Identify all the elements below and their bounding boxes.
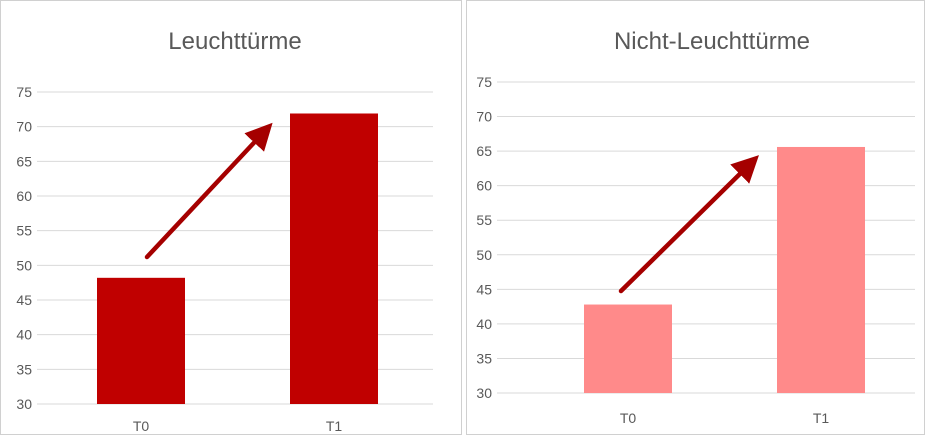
y-tick-label: 65: [16, 153, 32, 169]
x-tick-label: T1: [813, 410, 830, 426]
x-tick-label: T0: [620, 410, 637, 426]
bar-t1: [290, 113, 378, 404]
chart-leuchttuerme: Leuchttürme 30 35 40 45 50 55 60 65 70 75 T0 T1: [16, 28, 433, 434]
y-tick-label: 50: [476, 247, 492, 263]
chart-nicht-leuchttuerme: Nicht-Leuchttürme 30 35 40 45 50 55 60 65 70 75 T0…: [476, 28, 915, 426]
y-tick-label: 35: [16, 361, 32, 377]
y-tick-label: 40: [476, 316, 492, 332]
trend-arrow: [144, 122, 273, 260]
x-tick-label: T1: [326, 418, 343, 434]
chart-panel-leuchttuerme: Leuchttürme 30 35 40 45 50 55 60 65 70 75 T0 T1: [0, 0, 462, 435]
y-tick-label: 30: [16, 396, 32, 412]
y-tick-label: 35: [476, 350, 492, 366]
y-tick-label: 30: [476, 385, 492, 401]
y-tick-label: 60: [16, 188, 32, 204]
y-tick-label: 45: [16, 292, 32, 308]
x-tick-label: T0: [133, 418, 150, 434]
y-tick-label: 40: [16, 327, 32, 343]
y-tick-label: 50: [16, 257, 32, 273]
chart-title: Leuchttürme: [168, 28, 301, 55]
y-tick-label: 70: [476, 109, 492, 125]
y-tick-label: 60: [476, 178, 492, 194]
bar-t0: [584, 304, 672, 393]
bar-t0: [97, 277, 185, 404]
chart-title: Nicht-Leuchttürme: [614, 28, 810, 55]
y-tick-label: 65: [476, 143, 492, 159]
y-tick-label: 75: [16, 84, 32, 100]
y-tick-label: 55: [16, 223, 32, 239]
y-tick-label: 45: [476, 281, 492, 297]
y-tick-label: 70: [16, 119, 32, 135]
bar-t1: [777, 146, 865, 393]
y-tick-label: 55: [476, 212, 492, 228]
y-tick-label: 75: [476, 74, 492, 90]
chart-panel-nicht-leuchttuerme: Nicht-Leuchttürme 30 35 40 45 50 55 60 65 70 75 T0…: [466, 0, 925, 435]
trend-arrow: [618, 155, 759, 294]
